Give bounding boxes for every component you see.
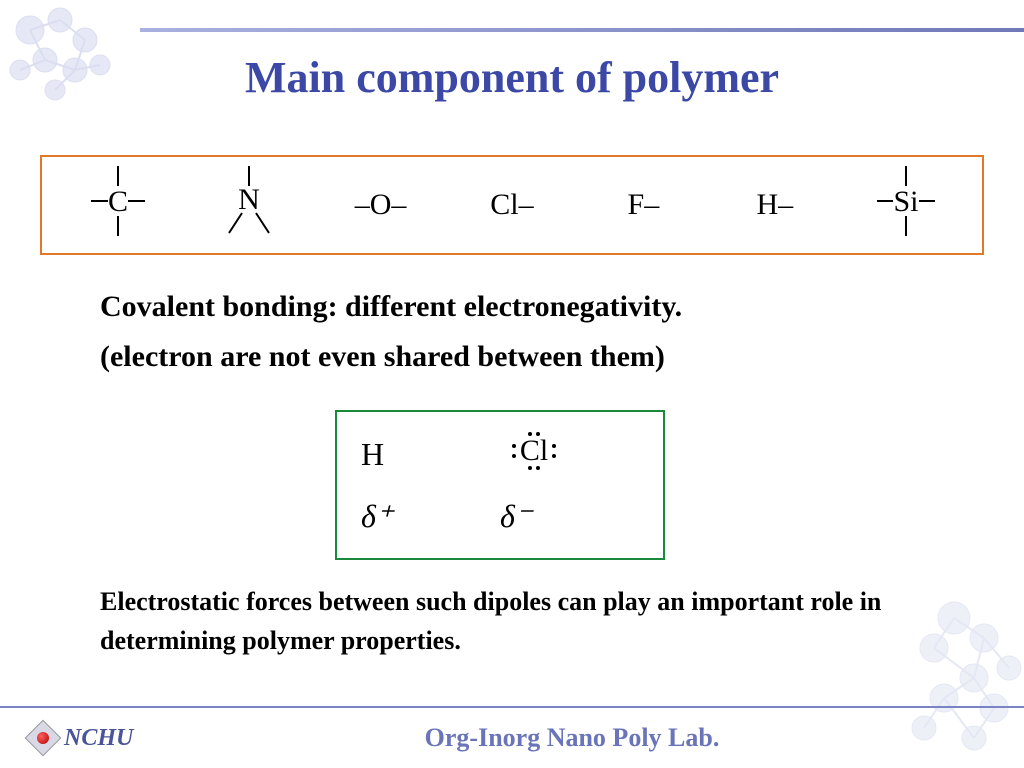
dipole-h: H <box>361 436 500 473</box>
element-nitrogen: N <box>209 161 289 249</box>
element-silicon: Si <box>866 161 946 249</box>
dipole-cl: Cl <box>500 426 639 484</box>
dipole-delta-plus: δ⁺ <box>361 497 500 535</box>
element-carbon: C <box>78 161 158 249</box>
element-hydrogen: H– <box>735 188 815 222</box>
nchu-logo: NCHU <box>30 725 133 752</box>
top-horizontal-rule <box>140 28 1024 32</box>
dipole-delta-minus: δ⁻ <box>500 497 639 535</box>
dipole-box: H Cl δ⁺ δ⁻ <box>335 410 665 560</box>
body-line-1: Covalent bonding: different electronegat… <box>100 290 964 324</box>
svg-text:N: N <box>238 183 260 216</box>
lab-name: Org-Inorg Nano Poly Lab. <box>120 723 1024 753</box>
element-oxygen: –O– <box>341 188 421 222</box>
page-title: Main component of polymer <box>0 52 1024 103</box>
element-fluorine: F– <box>603 188 683 222</box>
body-line-2: (electron are not even shared between th… <box>100 340 964 374</box>
svg-text:C: C <box>108 185 128 218</box>
svg-text:Si: Si <box>894 185 919 218</box>
element-chlorine: Cl– <box>472 188 552 222</box>
footer: NCHU Org-Inorg Nano Poly Lab. <box>0 708 1024 768</box>
elements-box: C N –O– Cl– F– H– Si <box>40 155 984 255</box>
bottom-paragraph: Electrostatic forces between such dipole… <box>100 582 964 660</box>
nchu-logo-icon <box>25 720 62 757</box>
svg-text:Cl: Cl <box>520 434 548 467</box>
